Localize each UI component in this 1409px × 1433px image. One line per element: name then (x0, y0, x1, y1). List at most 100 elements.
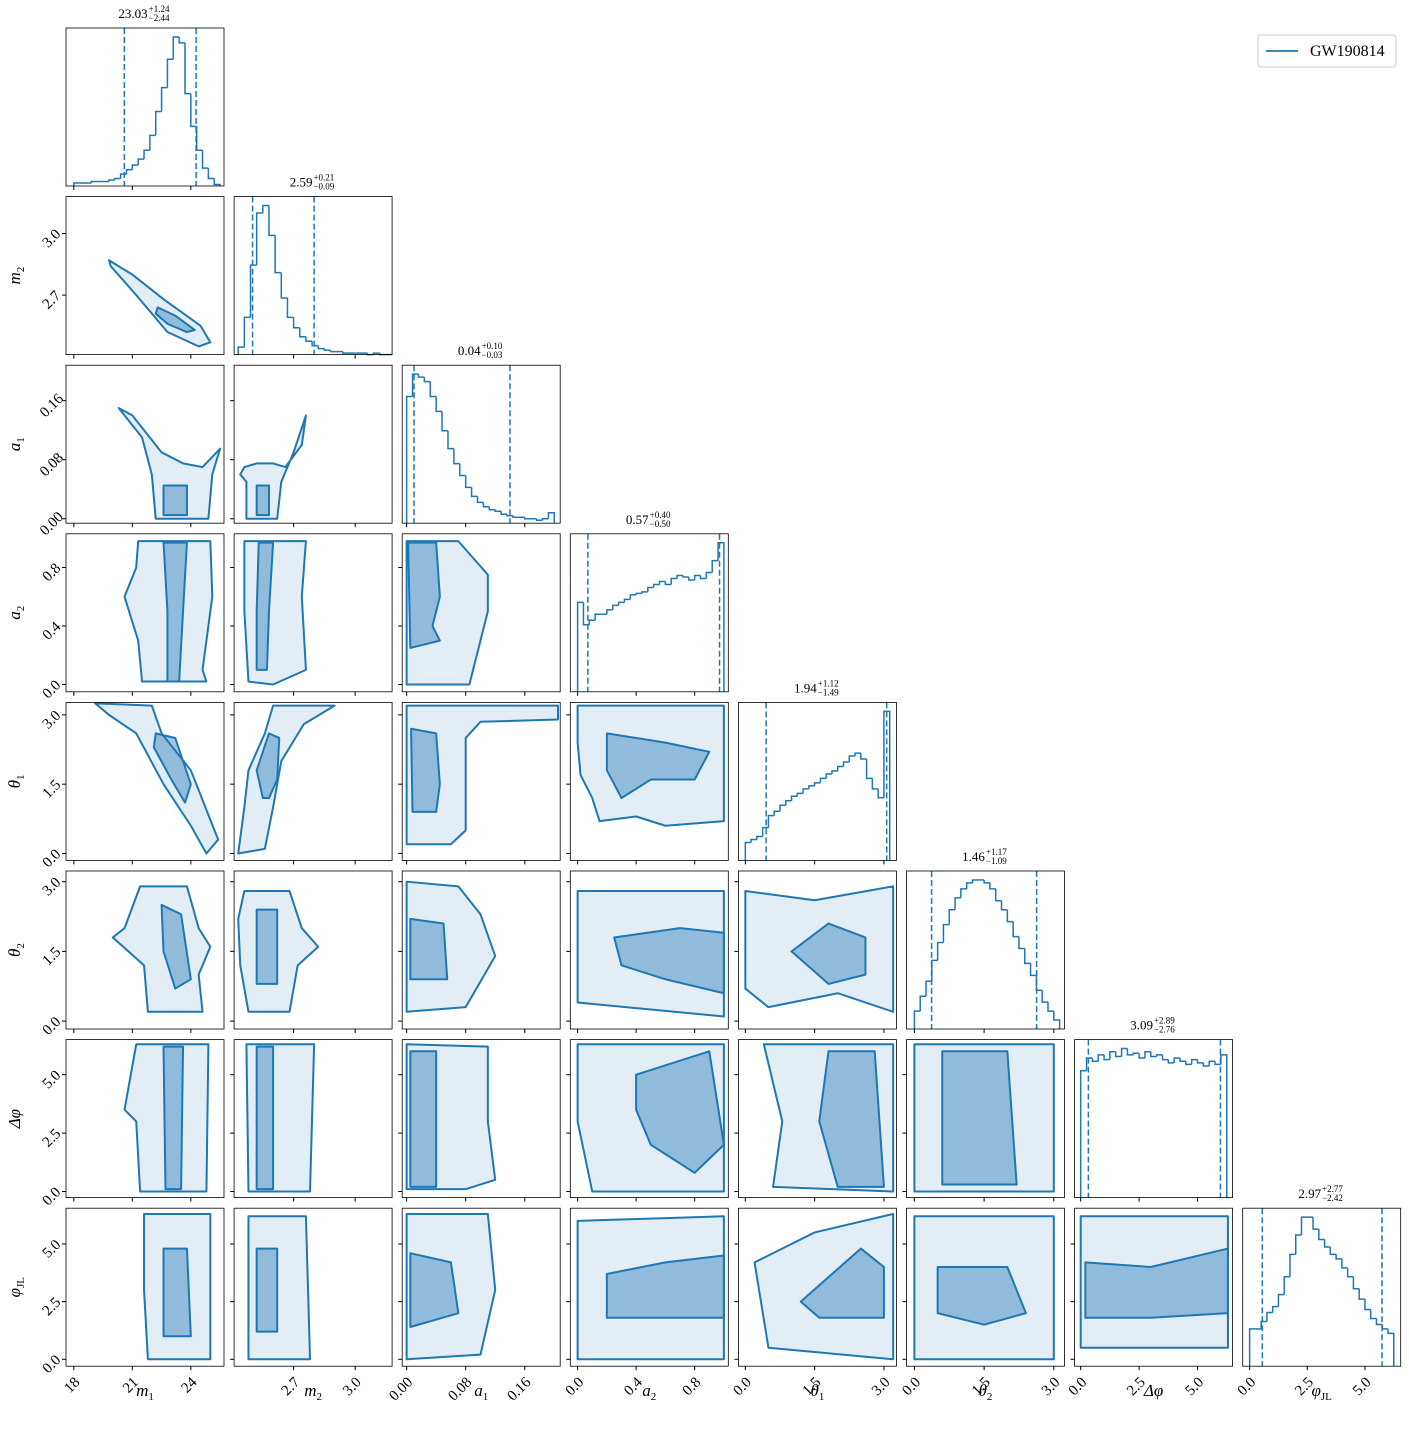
panel-frame (401, 1039, 561, 1198)
hist-step (1375, 1318, 1383, 1326)
hist-step (606, 609, 613, 615)
hist-step (1369, 1309, 1377, 1320)
axis-label: Δφ (1143, 1381, 1163, 1400)
hist-step (658, 580, 666, 585)
panel-frame (65, 702, 225, 861)
y-tick-label: 3.0 (40, 227, 65, 252)
contour (152, 732, 192, 804)
pair-panel (566, 870, 729, 1033)
pair-panel (398, 870, 561, 1033)
y-tick-label: 0.0 (40, 1352, 65, 1377)
y-tick-label: 5.0 (40, 1237, 65, 1262)
pair-panel (398, 1039, 561, 1202)
hist-step (1006, 909, 1014, 923)
hist-step (137, 158, 145, 166)
contour (255, 484, 270, 517)
hist-step (1120, 1047, 1128, 1057)
panel-frame (401, 1207, 561, 1367)
hist-step (848, 755, 856, 763)
axis-subscript: 2 (15, 267, 27, 273)
y-tick-label: 0.4 (40, 619, 65, 644)
x-tick-label: 0.16 (504, 1374, 534, 1404)
hist-step (435, 396, 443, 413)
hist-step (936, 941, 944, 961)
pair-panel (230, 1039, 393, 1202)
contour (94, 702, 220, 855)
y-tick-label: 0.8 (40, 560, 65, 585)
pair-panel (62, 364, 225, 528)
x-tick-label: 0.0 (730, 1374, 755, 1399)
contour (576, 704, 725, 827)
panel-frame (401, 870, 561, 1030)
hist-step (1346, 1267, 1354, 1278)
hist-step (1220, 1054, 1228, 1198)
contour (123, 1043, 210, 1193)
hist-step (931, 959, 938, 982)
title-lower: −0.03 (482, 350, 503, 360)
hist-step (588, 619, 596, 625)
panel-frame (906, 870, 1065, 1030)
histogram-panel (233, 196, 393, 359)
hist-step (447, 430, 454, 450)
hist-step (664, 581, 672, 586)
hist-step (149, 134, 156, 151)
hist-step (831, 770, 838, 774)
y-tick-label: 3.0 (40, 708, 65, 733)
hist-step (1312, 1217, 1319, 1230)
hist-step (711, 559, 719, 573)
panel-frame (569, 870, 729, 1030)
title-lower: −2.44 (149, 13, 170, 23)
hist-step (925, 980, 932, 997)
hist-step (1041, 990, 1048, 1003)
contour (605, 1254, 725, 1319)
hist-step (1300, 1216, 1308, 1236)
hist-step (243, 316, 251, 348)
y-tick-label: 0.0 (40, 1014, 65, 1039)
panel-frame (65, 1207, 225, 1367)
hist-step (779, 804, 786, 812)
pair-panel (230, 1207, 393, 1371)
hist-step (429, 381, 437, 398)
hist-step (1214, 1061, 1221, 1066)
hist-step (512, 515, 519, 518)
y-tick-label: 0.00 (37, 509, 67, 539)
pair-panel (398, 533, 561, 696)
hist-step (1000, 900, 1008, 911)
hist-step (195, 126, 203, 151)
hist-step (160, 86, 168, 112)
axis-symbol: a (474, 1381, 483, 1400)
contour (762, 1043, 895, 1193)
hist-step (249, 264, 257, 318)
hist-step (699, 575, 707, 580)
hist-step (1208, 1060, 1216, 1066)
panel-frame (65, 870, 225, 1030)
axis-symbol: θ (810, 1381, 818, 1400)
pair-panel (398, 1207, 561, 1371)
hist-step (790, 795, 798, 801)
hist-step (125, 168, 133, 175)
axis-subscript: 2 (316, 1391, 322, 1403)
title-upper: +0.21 (313, 173, 334, 183)
hist-step (761, 826, 769, 837)
axis-symbol: φ (1311, 1381, 1320, 1400)
pair-panel (230, 533, 393, 696)
contour (405, 540, 489, 686)
hist-step (262, 204, 269, 213)
hist-step (143, 149, 150, 160)
hist-step (1329, 1246, 1337, 1256)
hist-step (90, 180, 98, 184)
hist-step (989, 882, 996, 890)
hist-step (785, 800, 792, 806)
title-lower: −0.50 (650, 519, 671, 529)
panel-frame (233, 1039, 393, 1198)
title-upper: +0.10 (482, 341, 503, 351)
hist-step (773, 810, 780, 816)
hist-step (1167, 1059, 1175, 1064)
pair-panel (62, 533, 225, 696)
hist-step (1097, 1054, 1105, 1062)
contour (936, 1266, 1027, 1326)
hist-step (1335, 1254, 1342, 1260)
contour (576, 1043, 725, 1193)
axis-label: m2 (5, 267, 27, 285)
legend-label: GW190814 (1310, 43, 1385, 60)
